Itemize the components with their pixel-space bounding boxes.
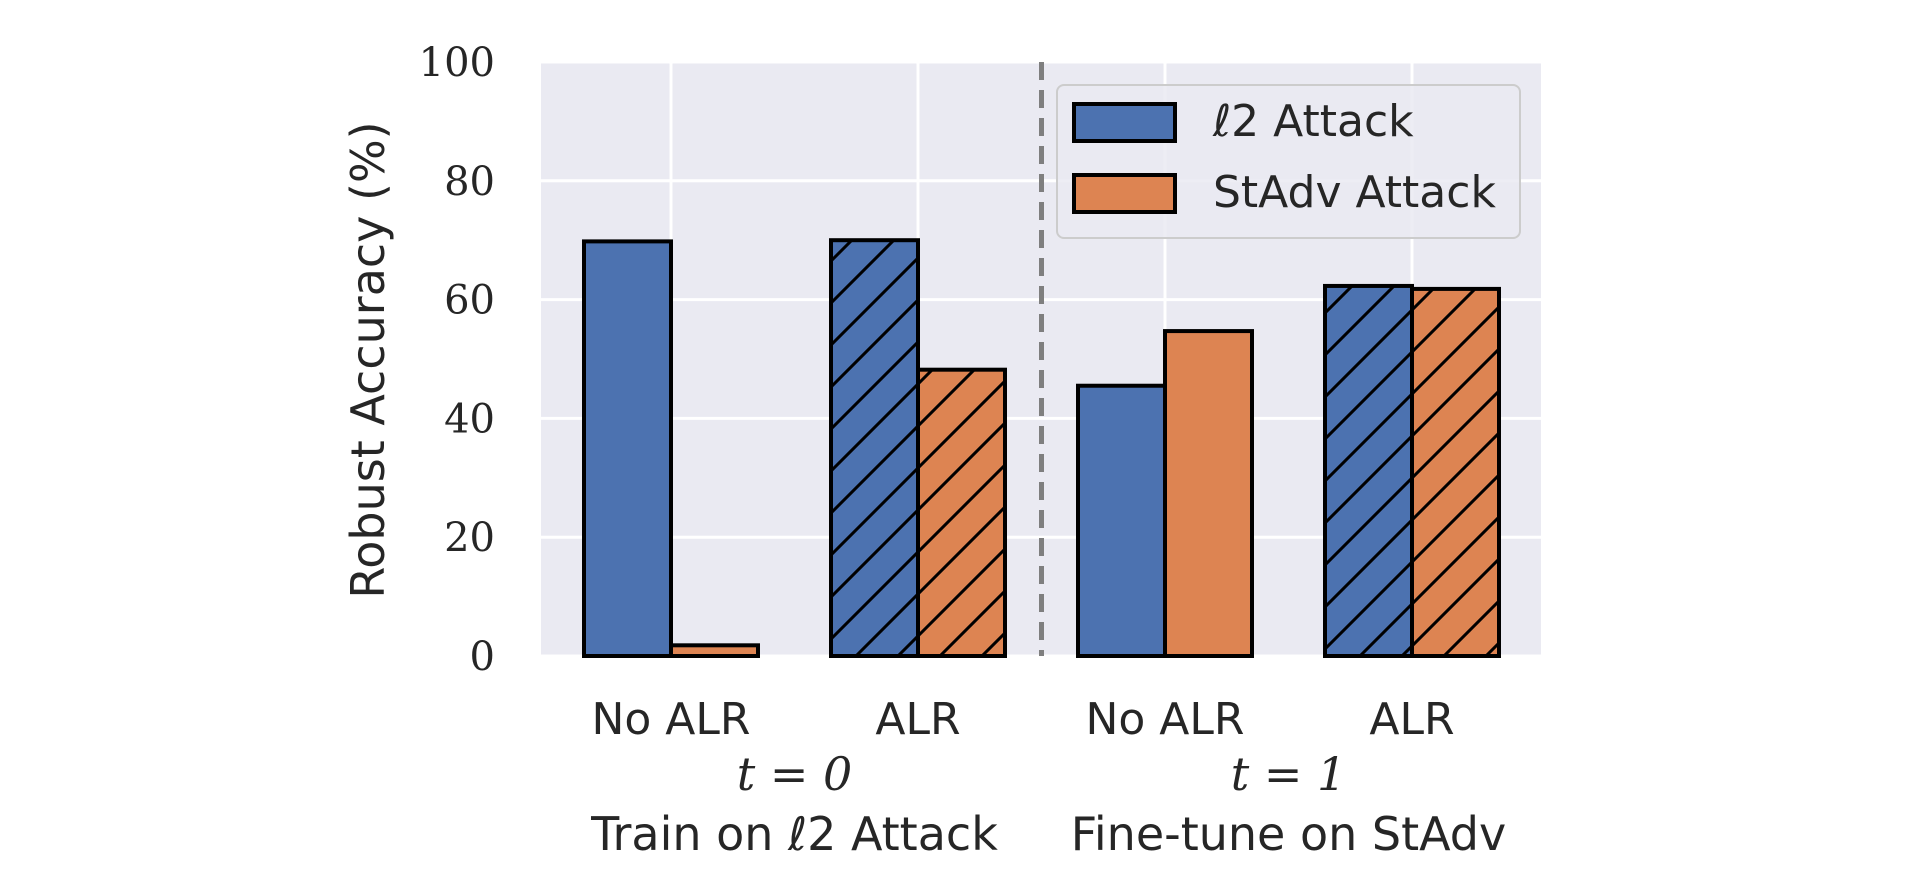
x-tick-label: No ALR <box>591 694 750 745</box>
bar <box>582 239 673 658</box>
group-time-label: t = 1 <box>1231 747 1347 801</box>
y-tick-label: 20 <box>444 515 495 561</box>
y-tick-label: 100 <box>419 40 495 86</box>
group-name-label: Fine-tune on StAdv <box>1071 807 1506 861</box>
legend-item: StAdv Attack <box>1072 167 1496 218</box>
bar <box>1163 329 1254 658</box>
legend-item: ℓ2 Attack <box>1072 96 1414 147</box>
y-tick-label: 0 <box>470 634 495 680</box>
bar <box>916 367 1007 658</box>
legend-swatch <box>1072 102 1177 143</box>
group-time-label: t = 0 <box>737 747 853 801</box>
bar <box>669 643 760 658</box>
bar <box>1410 286 1501 658</box>
group-name-label: Train on ℓ2 Attack <box>590 807 998 861</box>
bar <box>829 238 920 658</box>
legend-label: ℓ2 Attack <box>1212 96 1414 147</box>
y-tick-label: 60 <box>444 278 495 324</box>
legend-label: StAdv Attack <box>1213 167 1496 218</box>
x-tick-label: ALR <box>875 694 960 745</box>
x-tick-label: No ALR <box>1085 694 1244 745</box>
bar <box>1076 383 1167 658</box>
y-tick-label: 40 <box>444 396 495 442</box>
bar <box>1323 283 1414 658</box>
y-tick-label: 80 <box>444 159 495 205</box>
x-tick-label: ALR <box>1369 694 1454 745</box>
legend: ℓ2 Attack StAdv Attack <box>1056 84 1521 239</box>
legend-swatch <box>1072 173 1177 214</box>
y-axis-label: Robust Accuracy (%) <box>341 121 395 598</box>
